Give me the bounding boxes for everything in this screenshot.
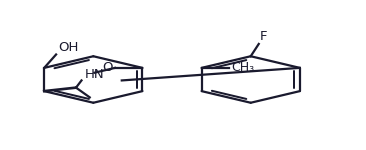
Text: F: F [260,30,267,44]
Text: OH: OH [58,41,78,54]
Text: O: O [103,61,113,74]
Text: HN: HN [85,68,105,81]
Text: CH₃: CH₃ [231,61,254,74]
